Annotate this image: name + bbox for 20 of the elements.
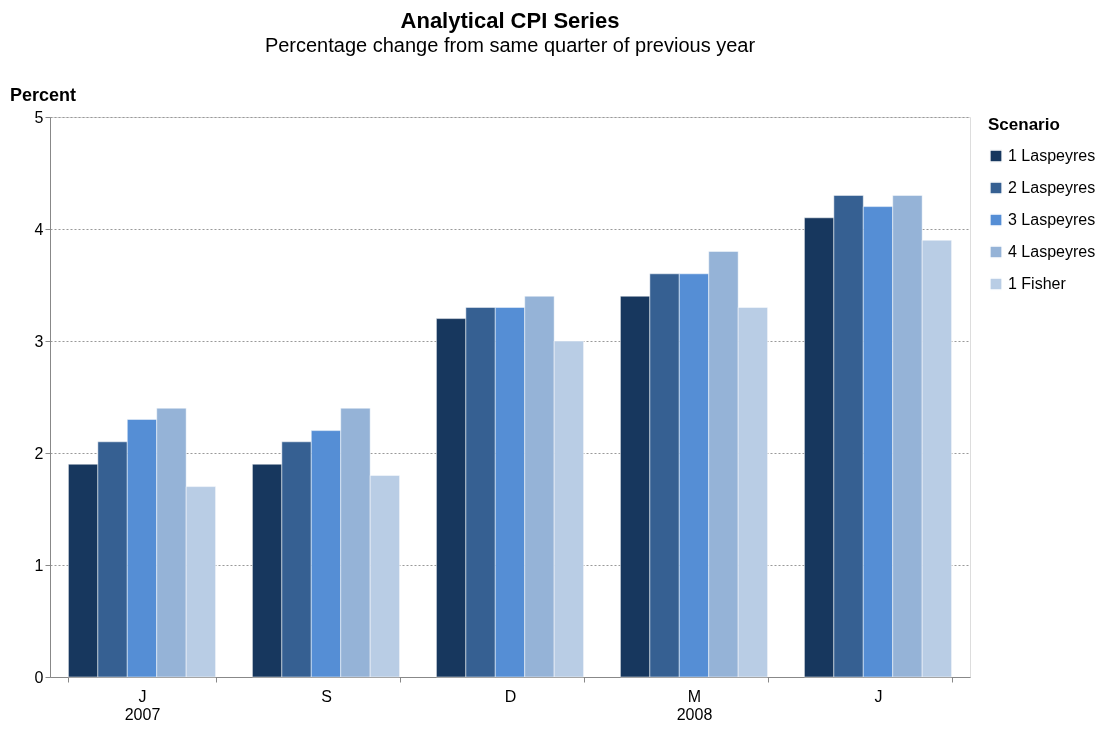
x-tick-label: J bbox=[874, 687, 883, 705]
y-tick-label: 1 bbox=[34, 556, 44, 574]
x-tick-label: D bbox=[504, 687, 517, 705]
legend-label: 4 Laspeyres bbox=[1008, 243, 1096, 260]
y-axis-title: Percent bbox=[10, 85, 77, 105]
x-tick-label: S bbox=[321, 687, 332, 705]
legend-label: 3 Laspeyres bbox=[1008, 211, 1096, 228]
legend-title: Scenario bbox=[988, 115, 1060, 134]
chart-title: Analytical CPI Series bbox=[400, 8, 620, 33]
x-tick-label: J 2007 bbox=[124, 687, 161, 723]
y-tick-label: 2 bbox=[34, 444, 44, 462]
y-tick-label: 5 bbox=[34, 108, 44, 126]
chart-subtitle: Percentage change from same quarter of previous year bbox=[264, 34, 756, 56]
legend-label: 1 Laspeyres bbox=[1008, 147, 1096, 164]
y-tick-label: 4 bbox=[34, 220, 44, 238]
legend-label: 1 Fisher bbox=[1008, 275, 1067, 292]
x-tick-label: M 2008 bbox=[676, 687, 713, 723]
legend-label: 2 Laspeyres bbox=[1008, 179, 1096, 196]
y-tick-label: 0 bbox=[34, 668, 44, 686]
y-tick-label: 3 bbox=[34, 332, 44, 350]
